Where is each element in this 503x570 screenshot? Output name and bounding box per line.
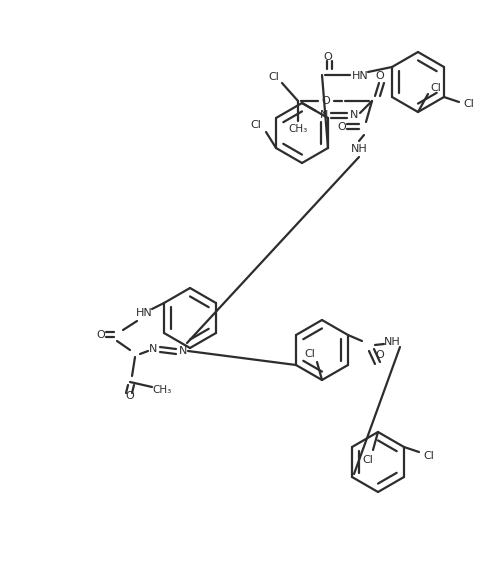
- Text: HN: HN: [136, 308, 152, 318]
- Text: O: O: [338, 122, 347, 132]
- Text: Cl: Cl: [424, 451, 435, 461]
- Text: CH₃: CH₃: [288, 124, 308, 134]
- Text: O: O: [376, 71, 384, 81]
- Text: N: N: [320, 110, 328, 120]
- Text: Cl: Cl: [250, 120, 262, 130]
- Text: O: O: [97, 330, 106, 340]
- Text: Cl: Cl: [464, 99, 474, 109]
- Text: CH₃: CH₃: [152, 385, 172, 395]
- Text: NH: NH: [384, 337, 400, 347]
- Text: Cl: Cl: [304, 349, 315, 359]
- Text: NH: NH: [351, 144, 367, 154]
- Text: N: N: [149, 344, 157, 354]
- Text: HN: HN: [352, 71, 368, 81]
- Text: Cl: Cl: [269, 72, 280, 82]
- Text: N: N: [350, 110, 358, 120]
- Text: N: N: [179, 346, 187, 356]
- Text: O: O: [376, 350, 384, 360]
- Text: O: O: [323, 52, 332, 62]
- Text: Cl: Cl: [363, 455, 373, 465]
- Text: O: O: [126, 391, 134, 401]
- Text: O: O: [321, 96, 330, 106]
- Text: Cl: Cl: [431, 83, 442, 93]
